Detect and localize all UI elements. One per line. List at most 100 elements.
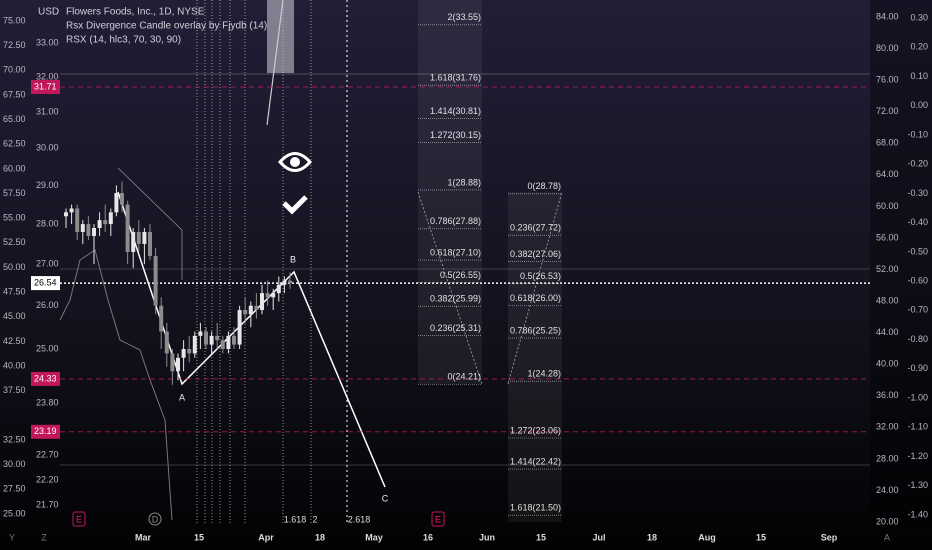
candle-body [265, 293, 270, 298]
time-fib-label: 1.618 [284, 514, 307, 524]
candle-body [80, 224, 85, 232]
candle-body [153, 256, 158, 306]
price-tick-label: 33.00 [36, 37, 59, 47]
candle-body [176, 357, 180, 372]
eye-icon [277, 152, 313, 172]
candle-body [276, 284, 281, 294]
currency: USD [38, 7, 59, 18]
axis-tick-label: 40.00 [876, 359, 899, 369]
axis-tick-label: 80.00 [876, 43, 899, 53]
title: Flowers Foods, Inc., 1D, NYSE [66, 7, 205, 18]
candle-body [282, 280, 287, 285]
event-label: E [435, 514, 441, 524]
candle-body [92, 228, 96, 236]
candle-body [204, 331, 208, 345]
price-tick-label: 26.00 [36, 300, 59, 310]
fib-label: 1.414(30.81) [430, 106, 481, 116]
axis-tick-label: -0.60 [907, 275, 928, 285]
axis-tick-label: -0.20 [907, 159, 928, 169]
fib-label: 0.618(27.10) [430, 247, 481, 257]
fib-label: 0.786(27.88) [430, 216, 481, 226]
time-tick-label: Aug [698, 532, 716, 542]
axis-tick-label: 42.50 [3, 336, 26, 346]
event-icon [148, 512, 162, 526]
axis-tick-label: 65.00 [3, 114, 26, 124]
candle-body [97, 220, 102, 229]
price-badge [31, 371, 60, 386]
candle-body [271, 293, 276, 298]
corner-icon: A [884, 532, 890, 542]
candle-body [260, 293, 264, 311]
axis-tick-label: -0.70 [907, 305, 928, 315]
candle-body [215, 335, 220, 341]
axis-tick-label: 27.50 [3, 484, 26, 494]
axis-tick-label: 25.00 [3, 508, 26, 518]
fib-label: 0.786(25.25) [510, 325, 561, 335]
axis-tick-label: 20.00 [876, 516, 899, 526]
time-tick-label: 18 [315, 532, 325, 542]
fib-label: 0.382(27.06) [510, 249, 561, 259]
fib-label: 1(28.88) [447, 177, 481, 187]
price-tick-label: 22.70 [36, 450, 59, 460]
fib-label: 1.272(30.15) [430, 130, 481, 140]
price-badge [31, 424, 60, 439]
axis-tick-label: 62.50 [3, 139, 26, 149]
axis-tick-label: 75.00 [3, 15, 26, 25]
fib-label: 0(28.78) [527, 181, 561, 191]
axis-tick-label: -0.10 [907, 129, 928, 139]
axis-tick-label: 72.50 [3, 40, 26, 50]
axis-tick-label: 52.50 [3, 237, 26, 247]
candle-body [142, 231, 147, 244]
candle-body [64, 212, 68, 217]
axis-tick-label: -1.00 [907, 392, 928, 402]
axis-tick-label: 70.00 [3, 65, 26, 75]
fib-label: 0.236(27.72) [510, 223, 561, 233]
fib-label: 1.618(21.50) [510, 503, 561, 513]
fib-label: 1.414(22.42) [510, 456, 561, 466]
right-axis-bg [870, 0, 932, 530]
candle-body [192, 335, 197, 354]
axis-tick-label: 28.00 [876, 453, 899, 463]
axis-tick-label: 44.00 [876, 327, 899, 337]
candle-body [125, 204, 130, 252]
rsx-line [59, 249, 173, 521]
time-tick-label: 15 [756, 532, 766, 542]
time-fib-label: 2 [312, 514, 317, 524]
axis-tick-label: -1.20 [907, 451, 928, 461]
fib-zone-right [508, 192, 562, 522]
axis-tick-label: 45.00 [3, 311, 26, 321]
axis-tick-label: -1.10 [907, 422, 928, 432]
candle-body [108, 212, 113, 225]
axis-tick-label: 50.00 [3, 262, 26, 272]
price-badge-label: 31.71 [34, 81, 57, 91]
candle-body [232, 335, 236, 345]
fib-label: 1.272(23.06) [510, 425, 561, 435]
time-tick-label: Sep [821, 532, 838, 542]
candle-body [159, 305, 164, 332]
axis-tick-label: -0.90 [907, 363, 928, 373]
time-tick-label: 15 [536, 532, 546, 542]
price-tick-label: 21.70 [36, 499, 59, 509]
price-tick-label: 31.00 [36, 106, 59, 116]
axis-tick-label: 47.50 [3, 287, 26, 297]
candle-body [226, 335, 231, 349]
candle-body [209, 335, 214, 345]
axis-tick-label: 24.00 [876, 485, 899, 495]
axis-tick-label: 32.50 [3, 434, 26, 444]
axis-tick-label: 0.00 [910, 100, 928, 110]
fib-label: 0.5(26.55) [440, 270, 481, 280]
time-tick-label: Jun [479, 532, 495, 542]
axis-tick-label: -0.40 [907, 217, 928, 227]
axis-tick-label: -1.30 [907, 480, 928, 490]
time-tick-label: 16 [423, 532, 433, 542]
axis-tick-label: 60.00 [876, 201, 899, 211]
axis-tick-label: 37.50 [3, 385, 26, 395]
event-icon [431, 511, 445, 527]
candle-body [69, 208, 74, 213]
candle-body [164, 331, 169, 354]
wave-label: A [179, 392, 185, 402]
time-tick-label: May [365, 532, 383, 542]
fib-diagonal [507, 191, 563, 385]
fib-label: 1.618(31.76) [430, 73, 481, 83]
